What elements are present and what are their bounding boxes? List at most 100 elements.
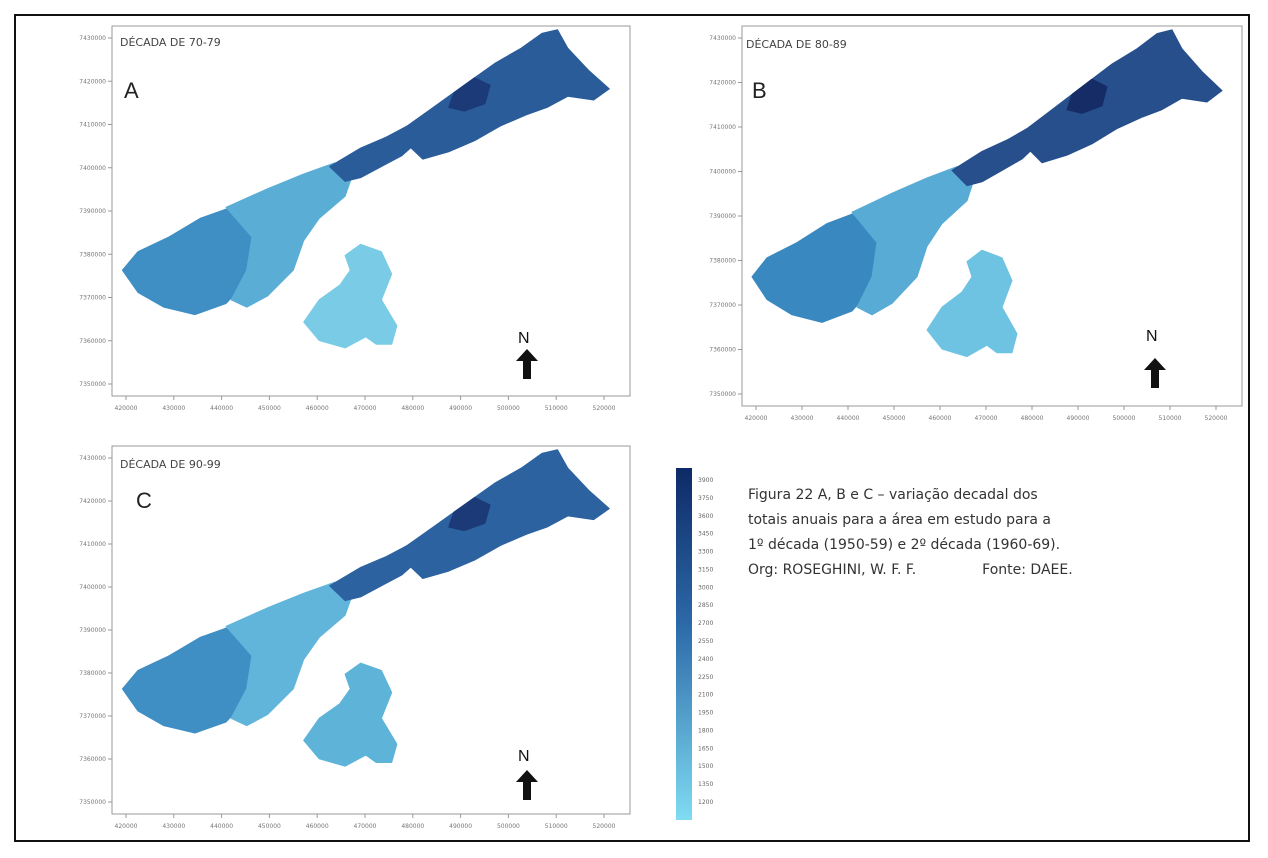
legend-tick-label: 2700 (698, 620, 713, 627)
legend-tick-label: 1500 (698, 763, 713, 770)
north-arrow-icon (516, 349, 538, 379)
north-arrow-icon (1144, 358, 1166, 388)
x-tick-label: 420000 (115, 405, 138, 412)
x-tick-label: 490000 (1067, 415, 1090, 422)
legend-tick-label: 2400 (698, 656, 713, 663)
legend-tick-label: 1200 (698, 799, 713, 806)
legend-tick-label: 2100 (698, 692, 713, 699)
x-tick-label: 500000 (497, 823, 520, 830)
caption-line-1: Figura 22 A, B e C – variação decadal do… (748, 487, 1038, 503)
y-tick-label: 7390000 (79, 208, 106, 215)
y-tick-label: 7410000 (709, 124, 736, 131)
caption-org: Org: ROSEGHINI, W. F. F. (748, 562, 917, 578)
y-tick-label: 7350000 (709, 391, 736, 398)
panel-title: DÉCADA DE 90-99 (120, 458, 221, 471)
region-middle (225, 162, 356, 308)
y-tick-label: 7370000 (79, 295, 106, 302)
x-tick-label: 440000 (210, 405, 233, 412)
x-tick-label: 430000 (791, 415, 814, 422)
x-tick-label: 510000 (1159, 415, 1182, 422)
x-tick-label: 470000 (354, 405, 377, 412)
panel-title: DÉCADA DE 80-89 (746, 38, 847, 51)
y-tick-label: 7360000 (709, 347, 736, 354)
y-tick-label: 7380000 (709, 258, 736, 265)
y-tick-label: 7410000 (79, 122, 106, 129)
x-tick-label: 470000 (975, 415, 998, 422)
x-tick-label: 520000 (1205, 415, 1228, 422)
x-tick-label: 430000 (162, 823, 185, 830)
caption-line-3: 1º década (1950-59) e 2º década (1960-69… (748, 537, 1061, 553)
north-label: N (518, 748, 530, 765)
legend-tick-label: 3600 (698, 513, 713, 520)
x-tick-label: 450000 (258, 405, 281, 412)
x-tick-label: 510000 (545, 823, 568, 830)
y-tick-label: 7360000 (79, 338, 106, 345)
y-tick-label: 7380000 (79, 670, 106, 677)
y-tick-label: 7350000 (79, 799, 106, 806)
region-island (303, 243, 398, 349)
y-tick-label: 7400000 (79, 165, 106, 172)
x-tick-label: 420000 (745, 415, 768, 422)
caption-source: Fonte: DAEE. (982, 562, 1073, 578)
map-panel-b: 7430000 7420000 7410000 7400000 7390000 73800… (670, 25, 1250, 436)
color-scale-legend: 3900 3750 3600 3450 3300 3150 3000 2850 2700 2550… (676, 464, 736, 824)
y-tick-label: 7380000 (79, 251, 106, 258)
caption-line-4: Org: ROSEGHINI, W. F. F. Fonte: DAEE. (748, 558, 1226, 583)
y-tick-label: 7410000 (79, 541, 106, 548)
y-tick-label: 7420000 (79, 78, 106, 85)
y-tick-label: 7390000 (79, 627, 106, 634)
legend-svg: 3900 3750 3600 3450 3300 3150 3000 2850 2700 2550… (676, 468, 713, 820)
figure-caption: Figura 22 A, B e C – variação decadal do… (748, 483, 1226, 583)
y-tick-label: 7370000 (709, 302, 736, 309)
legend-tick-label: 3450 (698, 531, 713, 538)
x-tick-label: 480000 (401, 823, 424, 830)
region-darkest (448, 77, 491, 112)
x-tick-label: 460000 (306, 405, 329, 412)
y-tick-label: 7390000 (709, 213, 736, 220)
x-tick-label: 440000 (837, 415, 860, 422)
panel-title: DÉCADA DE 70-79 (120, 36, 221, 49)
x-tick-label: 480000 (401, 405, 424, 412)
legend-tick-label: 3150 (698, 566, 713, 573)
panel-letter: B (752, 78, 767, 103)
y-tick-label: 7430000 (79, 35, 106, 42)
region-middle (851, 166, 978, 316)
y-tick-label: 7420000 (79, 498, 106, 505)
x-tick-label: 500000 (1113, 415, 1136, 422)
region-island (926, 249, 1018, 358)
y-tick-label: 7400000 (79, 584, 106, 591)
legend-tick-label: 2250 (698, 674, 713, 681)
y-tick-label: 7370000 (79, 713, 106, 720)
x-tick-label: 490000 (449, 405, 472, 412)
x-tick-label: 490000 (449, 823, 472, 830)
legend-tick-label: 2550 (698, 638, 713, 645)
region-middle (225, 581, 356, 727)
x-tick-label: 440000 (210, 823, 233, 830)
region-darkest (448, 497, 491, 532)
region-northeast (401, 29, 610, 160)
y-tick-label: 7430000 (709, 35, 736, 42)
y-tick-label: 7350000 (79, 381, 106, 388)
region-darkest (1066, 78, 1108, 114)
panel-letter: C (136, 488, 152, 513)
map-svg-b: 7430000 7420000 7410000 7400000 7390000 73800… (709, 25, 1243, 422)
legend-tick-label: 1350 (698, 781, 713, 788)
legend-color-bar (676, 468, 692, 820)
map-panel-c: 7430000 7420000 7410000 7400000 7390000 73800… (40, 445, 640, 841)
x-tick-label: 450000 (883, 415, 906, 422)
y-tick-label: 7430000 (79, 455, 106, 462)
x-tick-label: 480000 (1021, 415, 1044, 422)
map-svg-c: 7430000 7420000 7410000 7400000 7390000 73800… (79, 445, 631, 830)
x-tick-label: 420000 (115, 823, 138, 830)
legend-tick-label: 3900 (698, 477, 713, 484)
north-arrow-icon (516, 770, 538, 800)
legend-tick-label: 1650 (698, 745, 713, 752)
north-label: N (518, 330, 530, 347)
region-island (303, 662, 398, 767)
legend-tick-label: 1950 (698, 710, 713, 717)
x-tick-label: 450000 (258, 823, 281, 830)
legend-tick-label: 2850 (698, 602, 713, 609)
legend-tick-label: 3750 (698, 495, 713, 502)
caption-line-2: totais anuais para a área em estudo para… (748, 512, 1051, 528)
y-tick-label: 7360000 (79, 756, 106, 763)
